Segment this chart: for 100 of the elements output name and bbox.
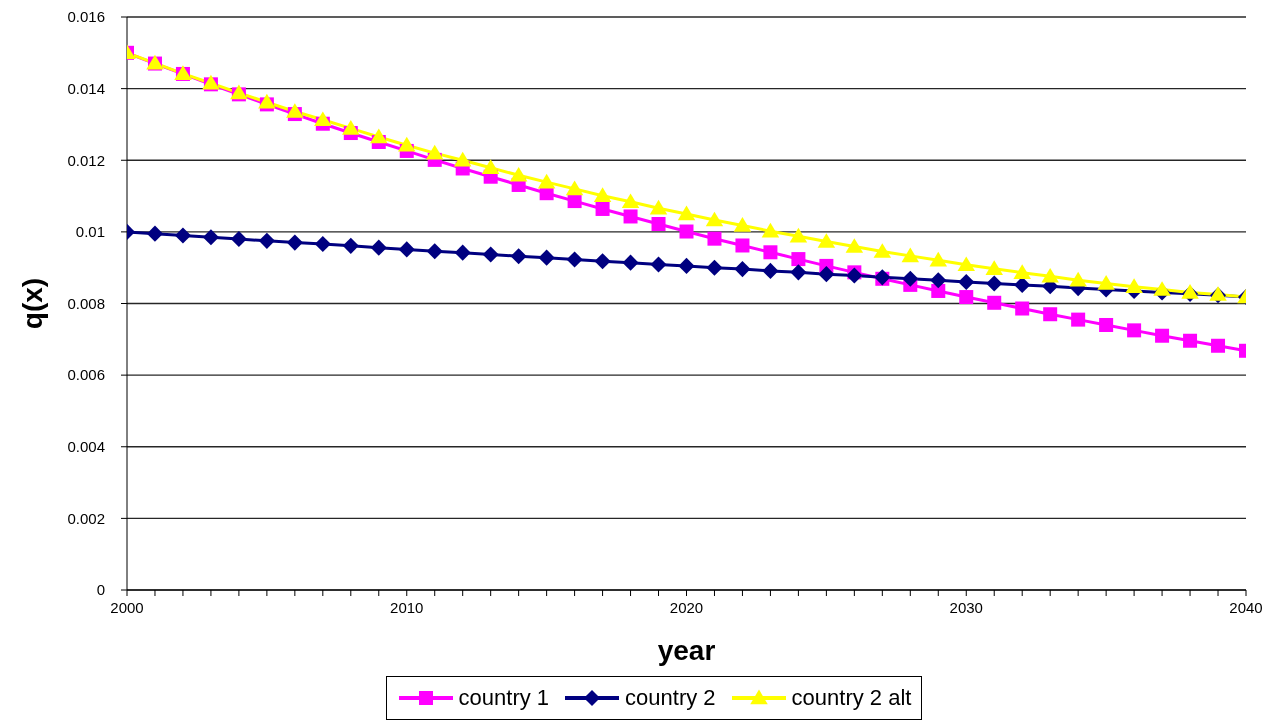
point bbox=[537, 173, 556, 189]
point bbox=[1071, 312, 1086, 327]
point bbox=[761, 222, 780, 238]
point bbox=[1013, 264, 1031, 279]
point bbox=[901, 247, 920, 263]
point bbox=[286, 234, 303, 251]
point bbox=[649, 199, 668, 215]
point bbox=[959, 290, 974, 305]
y-tick-label: 0.014 bbox=[67, 79, 105, 97]
point bbox=[593, 187, 612, 202]
point bbox=[705, 211, 724, 227]
point bbox=[230, 230, 247, 248]
point bbox=[567, 194, 582, 209]
point bbox=[621, 193, 640, 209]
point bbox=[677, 205, 696, 221]
point bbox=[342, 237, 359, 254]
point bbox=[789, 227, 808, 243]
x-tick-label: 2030 bbox=[949, 598, 983, 616]
point bbox=[1153, 281, 1171, 296]
point bbox=[538, 249, 555, 266]
y-tick-label: 0.006 bbox=[67, 366, 105, 384]
point bbox=[763, 245, 778, 260]
point bbox=[986, 275, 1003, 292]
point bbox=[1127, 323, 1142, 338]
point bbox=[957, 256, 975, 272]
point bbox=[595, 201, 610, 216]
point bbox=[790, 264, 807, 281]
point bbox=[426, 243, 443, 260]
point bbox=[314, 111, 332, 127]
point bbox=[481, 159, 500, 175]
point bbox=[651, 217, 666, 231]
x-axis-title: year bbox=[657, 635, 716, 666]
point bbox=[258, 232, 275, 249]
x-tick-label: 2000 bbox=[110, 598, 144, 616]
y-axis-title: q(x) bbox=[16, 277, 48, 330]
point bbox=[846, 267, 863, 284]
point bbox=[1099, 317, 1114, 332]
point bbox=[1097, 275, 1115, 290]
point bbox=[845, 238, 864, 253]
point bbox=[622, 254, 639, 271]
point bbox=[958, 273, 975, 291]
point bbox=[1015, 301, 1030, 316]
point bbox=[1069, 271, 1087, 287]
legend-label: country 2 alt bbox=[791, 685, 912, 711]
point bbox=[1183, 333, 1198, 348]
y-tick-label: 0.002 bbox=[67, 509, 105, 527]
point bbox=[453, 151, 472, 167]
point bbox=[1043, 307, 1058, 322]
point bbox=[314, 236, 331, 253]
point bbox=[679, 224, 694, 239]
point bbox=[258, 93, 276, 109]
point bbox=[762, 262, 779, 279]
point bbox=[873, 243, 892, 258]
point bbox=[930, 272, 947, 289]
point bbox=[202, 229, 219, 246]
point bbox=[146, 225, 164, 242]
y-tick-label: 0.01 bbox=[75, 223, 105, 241]
point bbox=[735, 238, 750, 253]
point bbox=[987, 295, 1002, 310]
point bbox=[678, 257, 695, 274]
point bbox=[1155, 328, 1170, 343]
point bbox=[733, 217, 752, 232]
point bbox=[650, 256, 667, 273]
point bbox=[929, 251, 948, 267]
point bbox=[985, 260, 1003, 276]
x-tick-label: 2040 bbox=[1229, 598, 1263, 616]
point bbox=[817, 233, 836, 248]
x-tick-label: 2010 bbox=[390, 598, 424, 616]
point bbox=[931, 283, 946, 298]
point bbox=[1041, 267, 1059, 283]
point bbox=[398, 136, 416, 152]
point bbox=[398, 241, 415, 258]
point bbox=[818, 266, 835, 283]
point bbox=[370, 239, 387, 256]
point bbox=[454, 244, 471, 261]
point bbox=[509, 166, 528, 182]
point bbox=[1125, 278, 1143, 293]
point bbox=[565, 180, 584, 196]
y-tick-label: 0.016 bbox=[67, 8, 105, 26]
point bbox=[902, 270, 919, 287]
point bbox=[566, 251, 583, 268]
y-tick-label: 0.004 bbox=[67, 438, 105, 456]
point bbox=[1211, 338, 1226, 353]
point bbox=[734, 261, 751, 278]
x-tick-label: 2020 bbox=[669, 598, 704, 616]
point bbox=[286, 103, 304, 118]
point bbox=[174, 227, 191, 244]
point bbox=[510, 248, 527, 265]
point bbox=[425, 144, 444, 160]
point bbox=[623, 209, 638, 224]
point bbox=[342, 119, 360, 135]
y-tick-label: 0 bbox=[96, 581, 105, 599]
y-tick-label: 0.008 bbox=[67, 294, 105, 312]
point bbox=[791, 252, 806, 267]
legend-label: country 2 bbox=[625, 685, 716, 711]
legend-label: country 1 bbox=[458, 685, 550, 711]
y-tick-label: 0.012 bbox=[67, 151, 105, 169]
point bbox=[370, 128, 388, 144]
point bbox=[482, 246, 499, 263]
point bbox=[594, 253, 611, 270]
